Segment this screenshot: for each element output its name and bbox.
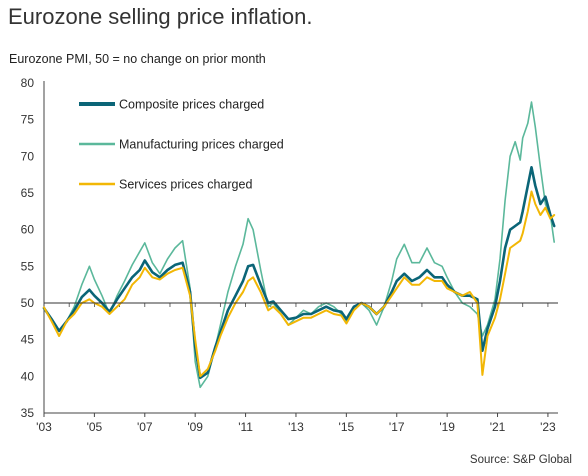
x-tick-label: '15 — [339, 420, 355, 434]
y-tick-label: 75 — [21, 113, 35, 127]
series-line-1 — [42, 166, 556, 380]
x-tick-label: '17 — [389, 420, 405, 434]
y-tick-label: 45 — [21, 333, 35, 347]
series-line-0 — [43, 101, 555, 389]
chart-subtitle: Eurozone PMI, 50 = no change on prior mo… — [9, 52, 266, 66]
series-line-2 — [43, 190, 556, 378]
legend-label-1: Composite prices charged — [119, 98, 264, 112]
y-tick-label: 55 — [21, 259, 35, 273]
source-note: Source: S&P Global — [469, 454, 572, 466]
x-tick-label: '13 — [288, 420, 304, 434]
x-tick-label: '19 — [439, 420, 455, 434]
y-tick-label: 40 — [21, 369, 35, 383]
x-tick-label: '05 — [87, 420, 103, 434]
y-tick-label: 50 — [21, 296, 35, 310]
x-tick-label: '23 — [540, 420, 556, 434]
y-tick-label: 65 — [21, 186, 35, 200]
y-tick-label: 70 — [21, 149, 35, 163]
legend-label-0: Manufacturing prices charged — [119, 138, 284, 152]
y-tick-label: 80 — [21, 76, 35, 90]
y-tick-label: 60 — [21, 223, 35, 237]
legend-label-2: Services prices charged — [119, 178, 252, 192]
x-tick-label: '21 — [490, 420, 506, 434]
x-tick-label: '03 — [36, 420, 52, 434]
x-tick-label: '07 — [137, 420, 153, 434]
x-tick-label: '11 — [238, 420, 253, 434]
x-tick-label: '09 — [187, 420, 203, 434]
y-tick-label: 35 — [21, 406, 35, 420]
chart-title: Eurozone selling price inflation. — [8, 4, 313, 29]
